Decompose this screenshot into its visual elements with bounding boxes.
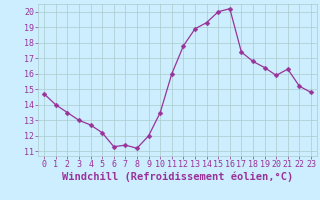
X-axis label: Windchill (Refroidissement éolien,°C): Windchill (Refroidissement éolien,°C) <box>62 172 293 182</box>
